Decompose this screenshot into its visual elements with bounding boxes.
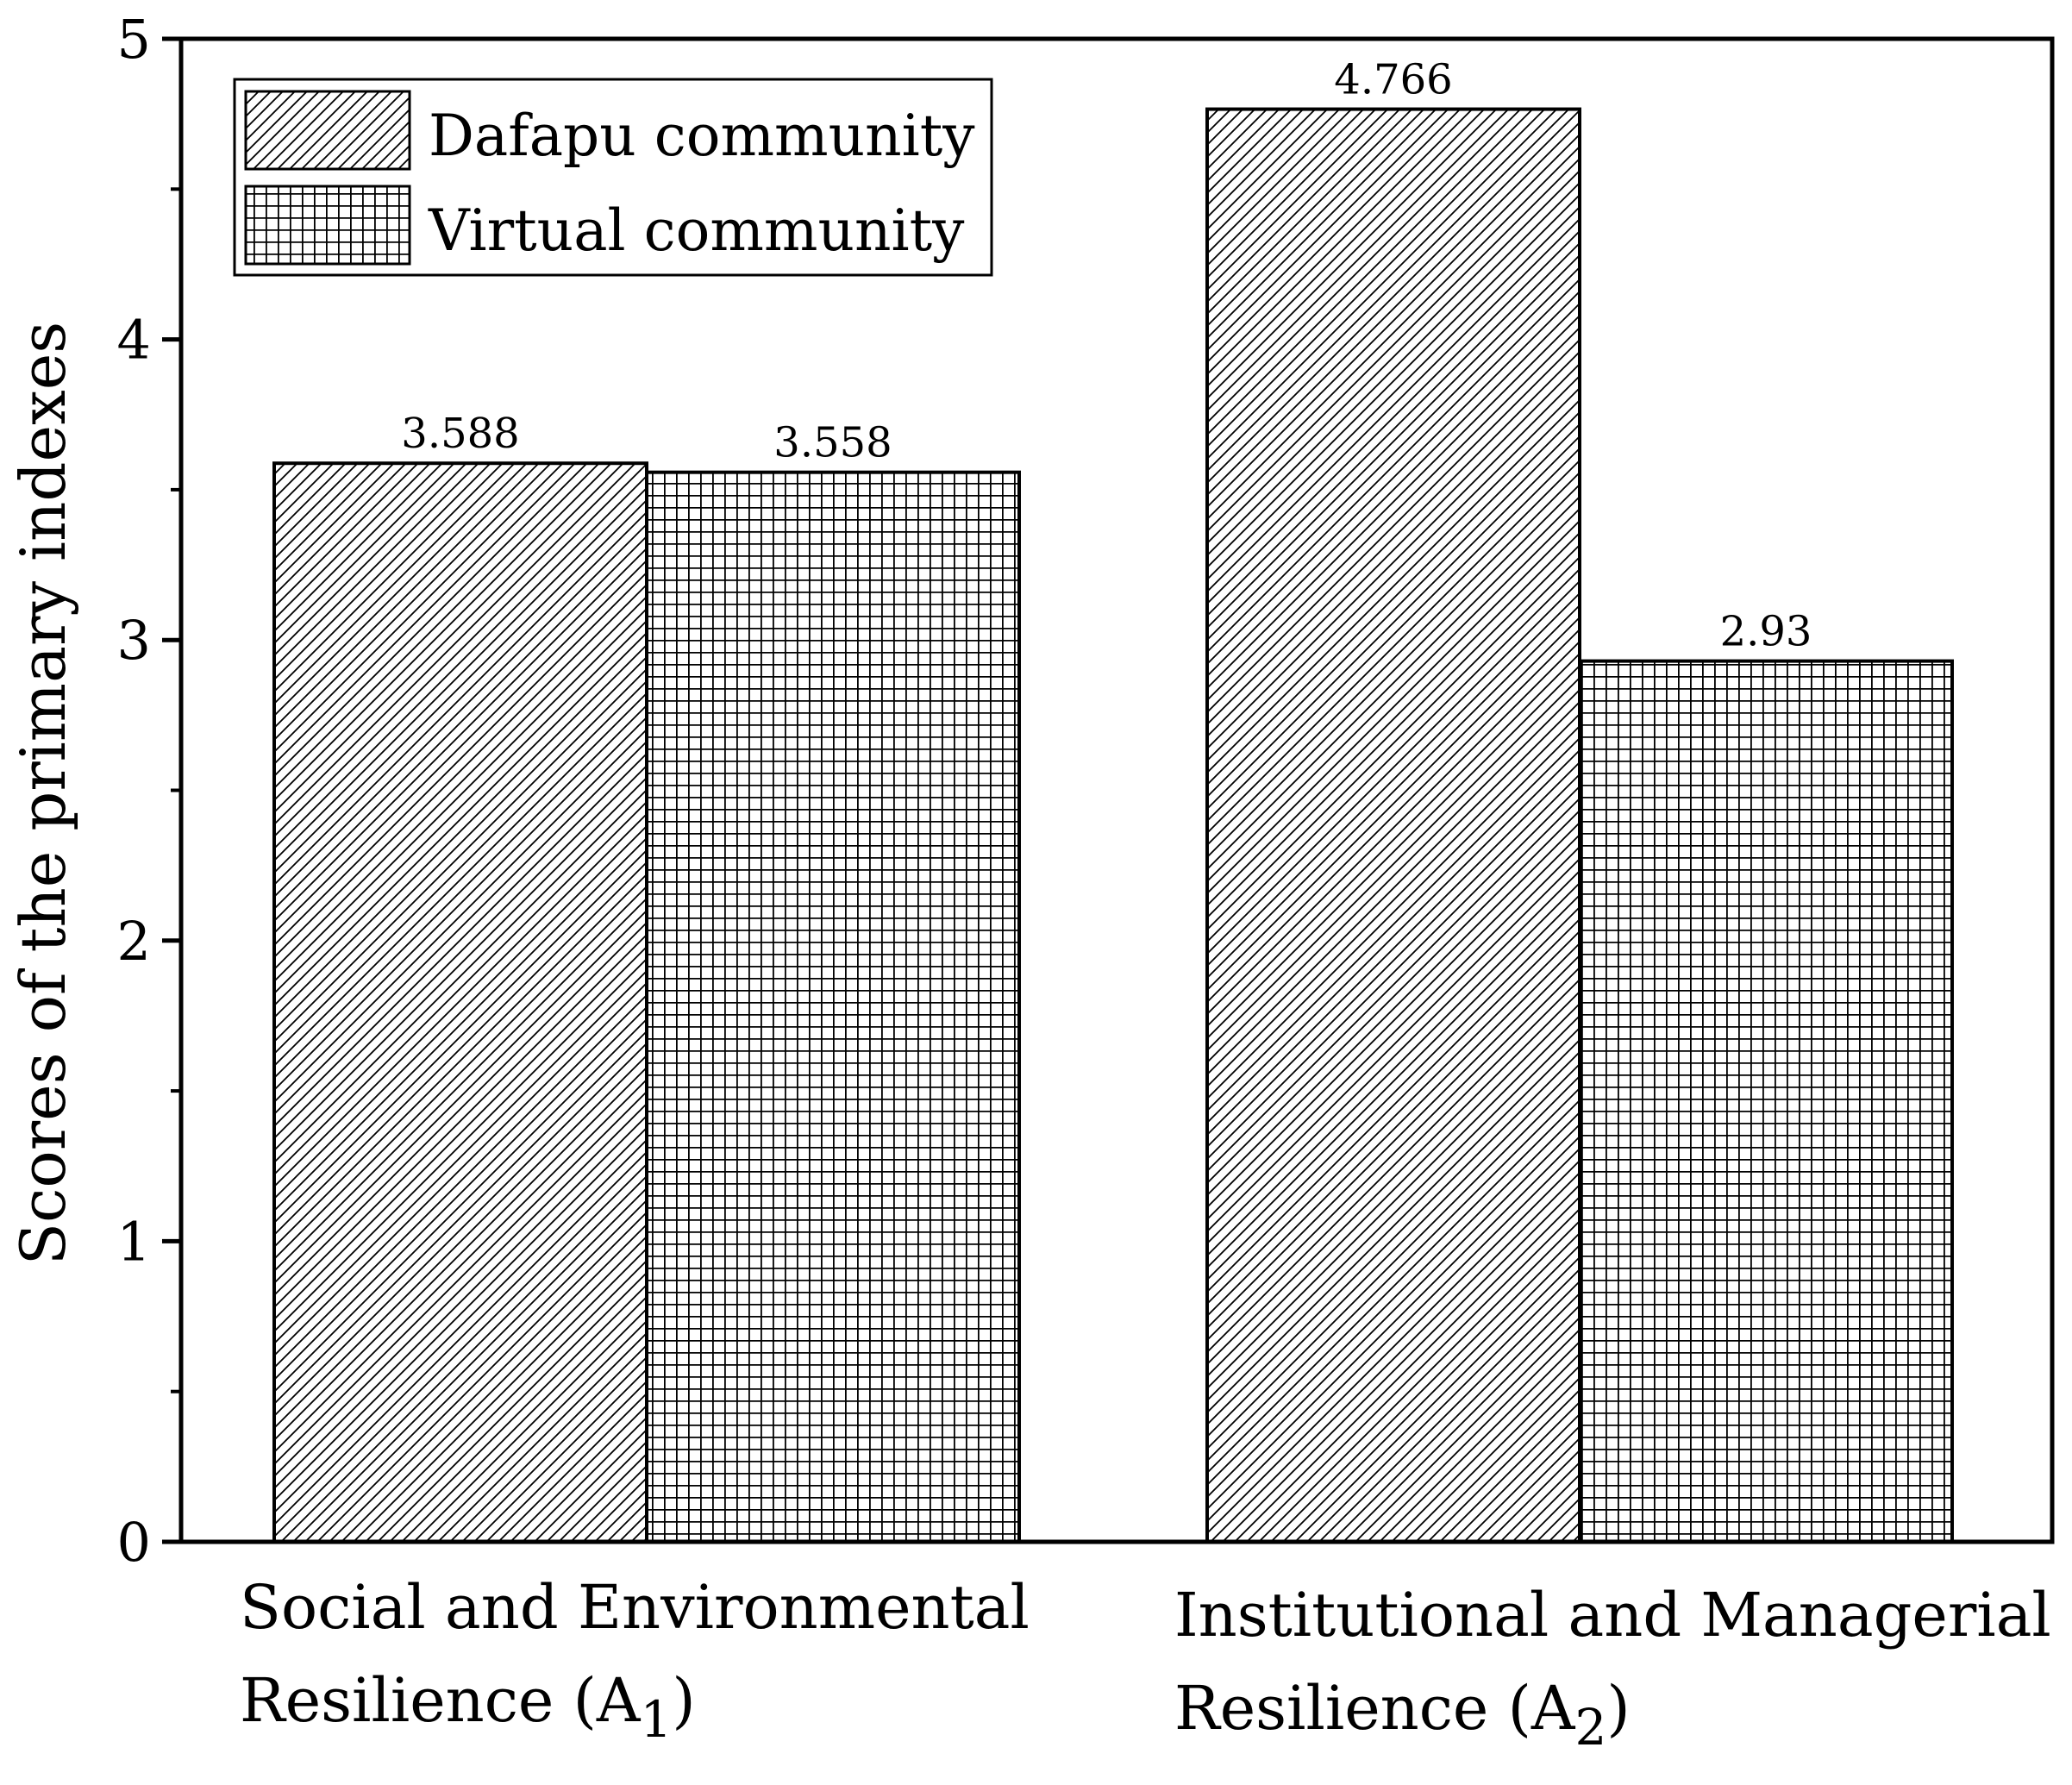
legend-swatch-virtual — [244, 185, 411, 266]
bar-dafapu-cat1 — [272, 461, 648, 1544]
legend-swatch-dafapu — [244, 90, 411, 171]
data-label-virtual-cat2: 2.93 — [1720, 608, 1812, 656]
legend-label-virtual: Virtual community — [428, 197, 965, 264]
legend-label-dafapu: Dafapu community — [429, 103, 975, 169]
y-tick-label: 2 — [117, 910, 151, 973]
value-labels-group: 3.588 3.558 4.766 2.93 — [401, 56, 1812, 656]
data-label-dafapu-cat2: 4.766 — [1334, 56, 1452, 104]
bar-virtual-cat2 — [1578, 659, 1954, 1544]
bars-group — [272, 107, 1954, 1544]
y-tick-label: 4 — [117, 309, 151, 372]
y-tick-label: 0 — [117, 1511, 151, 1574]
y-axis-label: Scores of the primary indexes — [7, 322, 79, 1266]
y-tick-label: 5 — [117, 8, 151, 71]
x-category-label-line2: Resilience (A1) — [240, 1665, 696, 1749]
bar-virtual-cat1 — [645, 470, 1021, 1544]
data-label-dafapu-cat1: 3.588 — [401, 410, 519, 458]
y-tick-label: 1 — [117, 1210, 151, 1273]
y-axis: 0 1 2 3 4 5 — [117, 8, 181, 1574]
data-label-virtual-cat1: 3.558 — [773, 419, 892, 467]
x-category-label-line2: Resilience (A2) — [1174, 1673, 1631, 1757]
x-category-label-line1: Institutional and Managerial — [1174, 1580, 2051, 1650]
bar-dafapu-cat2 — [1205, 107, 1581, 1544]
x-category-label-line1: Social and Environmental — [240, 1572, 1030, 1643]
x-axis-labels-group: Social and Environmental Resilience (A1) I… — [240, 1572, 2051, 1757]
y-tick-label: 3 — [117, 609, 151, 672]
legend: Dafapu community Virtual community — [233, 78, 993, 277]
